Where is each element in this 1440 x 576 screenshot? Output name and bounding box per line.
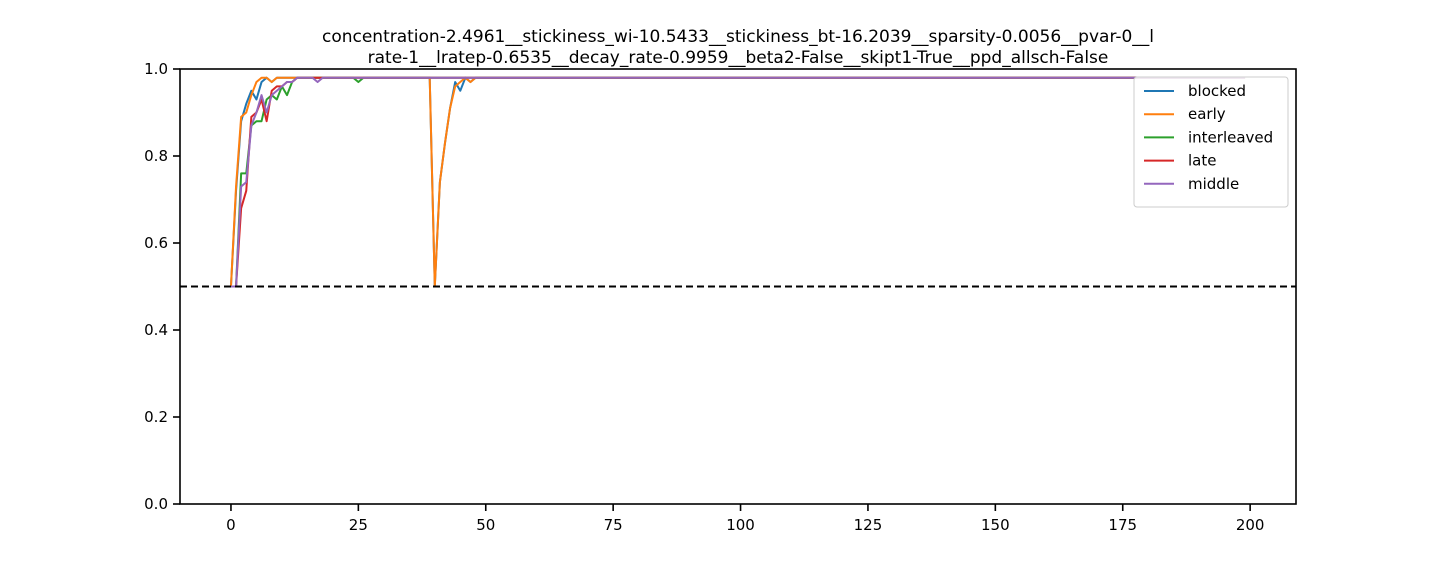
axes: 0 25 50 75 100 125 150 175 200 0.0 0.2 0.4 0.6 0.8 1.0 <box>144 60 1297 534</box>
y-tick-label: 0.4 <box>144 321 168 339</box>
y-tick-label: 0.6 <box>144 234 168 252</box>
x-tick-label: 25 <box>349 516 368 534</box>
legend-box <box>1133 76 1289 208</box>
x-tick-label: 200 <box>1236 516 1265 534</box>
legend-label-blocked: blocked <box>1188 82 1246 100</box>
x-tick-label: 150 <box>981 516 1010 534</box>
y-tick-label: 0.8 <box>144 147 168 165</box>
legend-label-early: early <box>1188 105 1226 123</box>
series-line-blocked <box>229 76 1246 288</box>
plot-area <box>180 76 1296 288</box>
chart-title: concentration-2.4961__stickiness_wi-10.5… <box>322 27 1154 68</box>
y-tick-label: 1.0 <box>144 60 168 78</box>
x-tick-label: 100 <box>726 516 755 534</box>
x-tick-label: 125 <box>854 516 883 534</box>
series-line-early <box>229 76 1246 288</box>
x-tick-label: 75 <box>604 516 623 534</box>
legend-label-late: late <box>1188 152 1216 170</box>
x-tick-label: 175 <box>1108 516 1137 534</box>
chart-title-line-2: rate-1__lratep-0.6535__decay_rate-0.9959… <box>368 48 1109 68</box>
chart-title-line-1: concentration-2.4961__stickiness_wi-10.5… <box>322 27 1154 47</box>
x-tick-label: 50 <box>476 516 495 534</box>
y-tick-label: 0.0 <box>144 495 168 513</box>
legend-label-interleaved: interleaved <box>1188 128 1273 146</box>
x-tick-label: 0 <box>226 516 236 534</box>
axes-frame <box>179 68 1297 505</box>
series-line-middle <box>230 76 1246 288</box>
legend: blocked early interleaved late middle <box>1133 76 1289 208</box>
legend-label-middle: middle <box>1188 175 1239 193</box>
series-line-interleaved <box>230 76 1246 288</box>
y-tick-label: 0.2 <box>144 408 168 426</box>
series-line-late <box>230 76 1246 288</box>
